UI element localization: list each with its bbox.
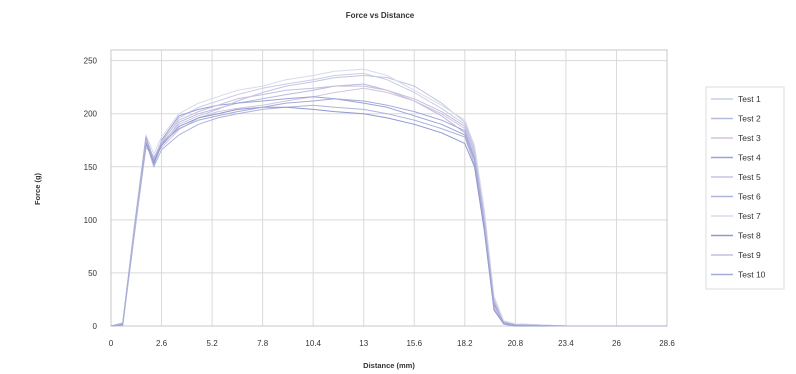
x-tick-label: 18.2 [457,339,473,348]
plot-area [110,49,668,327]
legend-label: Test 2 [738,114,761,124]
legend-label: Test 5 [738,172,761,182]
y-tick-label: 50 [88,269,97,278]
x-axis-ticks: 0 2.6 5.2 7.8 10.4 13 15.6 18.2 20.8 23.4 26 28.6 [109,339,676,348]
y-tick-label: 150 [84,163,98,172]
x-tick-label: 26 [612,339,621,348]
x-tick-label: 23.4 [558,339,574,348]
x-tick-label: 7.8 [257,339,269,348]
series-line-test-4 [110,96,667,327]
legend-label: Test 4 [738,153,761,163]
x-tick-label: 10.4 [305,339,321,348]
series-line-test-6 [110,104,667,327]
series-line-test-10 [110,98,667,327]
series-line-test-3 [110,87,667,327]
x-tick-label: 20.8 [508,339,524,348]
chart-title: Force vs Distance [346,11,415,20]
x-tick-label: 0 [109,339,114,348]
y-axis-ticks: 0 50 100 150 200 250 [84,57,98,331]
x-tick-label: 13 [359,339,368,348]
x-tick-label: 5.2 [207,339,219,348]
series-line-test-8 [110,106,667,327]
x-axis-label: Distance (mm) [363,361,415,370]
x-tick-label: 2.6 [156,339,168,348]
y-tick-label: 250 [84,57,98,66]
series-lines [110,68,667,327]
y-tick-label: 100 [84,216,98,225]
y-tick-label: 200 [84,110,98,119]
legend-label: Test 1 [738,94,761,104]
series-line-test-1 [110,72,667,327]
x-tick-label: 28.6 [659,339,675,348]
legend-label: Test 9 [738,250,761,260]
series-line-test-7 [110,68,667,327]
legend-label: Test 3 [738,133,761,143]
series-line-test-9 [110,85,667,327]
legend-label: Test 8 [738,231,761,241]
legend-label: Test 6 [738,192,761,202]
y-axis-label: Force (g) [33,172,42,205]
legend-label: Test 10 [738,270,766,280]
legend-label: Test 7 [738,211,761,221]
x-tick-label: 15.6 [406,339,422,348]
y-tick-label: 0 [93,322,98,331]
legend: Test 1 Test 2 Test 3 Test 4 Test 5 Test 6 Test… [705,86,785,290]
